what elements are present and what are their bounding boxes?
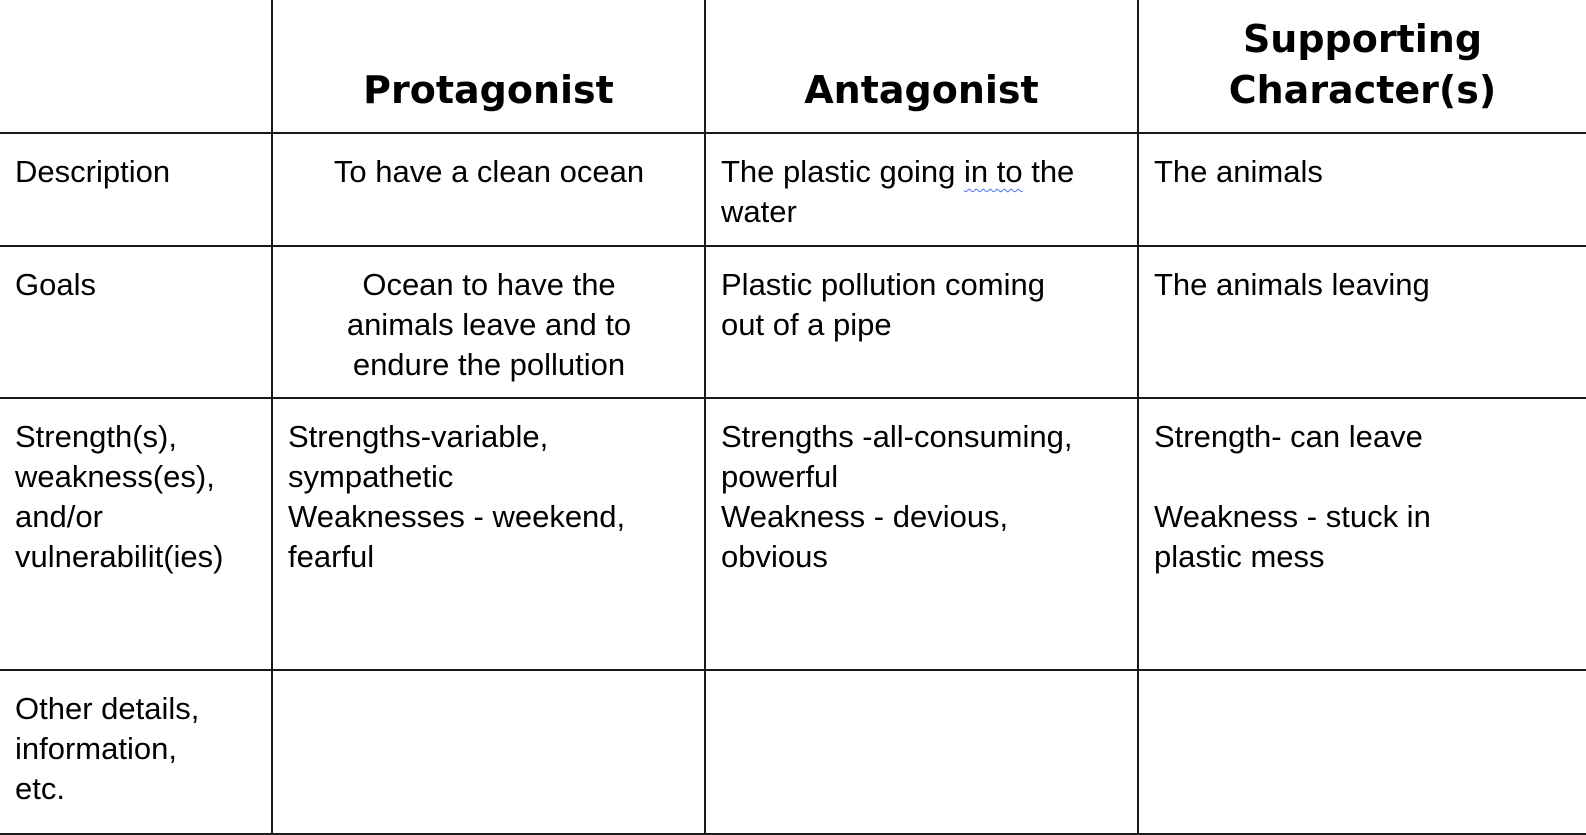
antagonist-description: The plastic going in to the water xyxy=(706,134,1137,232)
antagonist-other-details xyxy=(706,671,1137,689)
antagonist-cell[interactable]: Strengths -all-consuming, powerful Weakn… xyxy=(704,397,1139,671)
table-row-description: Description To have a clean ocean The pl… xyxy=(0,132,1586,247)
protagonist-cell[interactable]: Strengths-variable, sympathetic Weakness… xyxy=(271,397,706,671)
supporting-cell[interactable]: The animals xyxy=(1137,132,1586,247)
antagonist-goals: Plastic pollution coming out of a pipe xyxy=(721,267,1045,342)
row-label-description: Description xyxy=(15,154,171,189)
antagonist-strengths: Strengths -all-consuming, powerful Weakn… xyxy=(721,419,1073,574)
protagonist-cell[interactable] xyxy=(271,669,706,835)
protagonist-other-details xyxy=(273,671,704,689)
supporting-other-details xyxy=(1139,671,1586,689)
antagonist-cell[interactable] xyxy=(704,669,1139,835)
supporting-strengths: Strength- can leave Weakness - stuck in … xyxy=(1154,419,1431,574)
header-supporting-characters[interactable]: Supporting Character(s) xyxy=(1137,0,1586,134)
protagonist-goals: Ocean to have the animals leave and to e… xyxy=(346,267,632,382)
header-row: Protagonist Antagonist Supporting Charac… xyxy=(0,0,1586,134)
table-row-other-details: Other details, information, etc. xyxy=(0,669,1586,835)
row-label-cell[interactable]: Strength(s), weakness(es), and/or vulner… xyxy=(0,397,273,671)
row-label-strengths: Strength(s), weakness(es), and/or vulner… xyxy=(15,419,224,574)
header-protagonist[interactable]: Protagonist xyxy=(271,0,706,134)
row-label-cell[interactable]: Goals xyxy=(0,245,273,399)
protagonist-cell[interactable]: Ocean to have the animals leave and to e… xyxy=(271,245,706,399)
antagonist-description-text-end: the water xyxy=(721,154,1075,229)
protagonist-cell[interactable]: To have a clean ocean xyxy=(271,132,706,247)
supporting-description: The animals xyxy=(1154,154,1323,189)
antagonist-cell[interactable]: Plastic pollution coming out of a pipe xyxy=(704,245,1139,399)
protagonist-description: To have a clean ocean xyxy=(333,154,645,189)
table-row-goals: Goals Ocean to have the animals leave an… xyxy=(0,245,1586,399)
row-label-goals: Goals xyxy=(15,267,96,302)
row-label-other-details: Other details, information, etc. xyxy=(15,691,200,806)
header-corner-cell[interactable] xyxy=(0,0,273,134)
table-row-strengths: Strength(s), weakness(es), and/or vulner… xyxy=(0,397,1586,671)
row-label-cell[interactable]: Description xyxy=(0,132,273,247)
row-label-cell[interactable]: Other details, information, etc. xyxy=(0,669,273,835)
antagonist-description-text-start: The plastic going xyxy=(721,154,964,189)
protagonist-strengths: Strengths-variable, sympathetic Weakness… xyxy=(288,419,626,574)
supporting-cell[interactable] xyxy=(1137,669,1586,835)
antagonist-cell[interactable]: The plastic going in to the water xyxy=(704,132,1139,247)
spellcheck-flagged-word[interactable]: in to xyxy=(963,154,1023,189)
supporting-goals: The animals leaving xyxy=(1154,267,1430,302)
supporting-cell[interactable]: The animals leaving xyxy=(1137,245,1586,399)
supporting-cell[interactable]: Strength- can leave Weakness - stuck in … xyxy=(1137,397,1586,671)
header-antagonist[interactable]: Antagonist xyxy=(704,0,1139,134)
